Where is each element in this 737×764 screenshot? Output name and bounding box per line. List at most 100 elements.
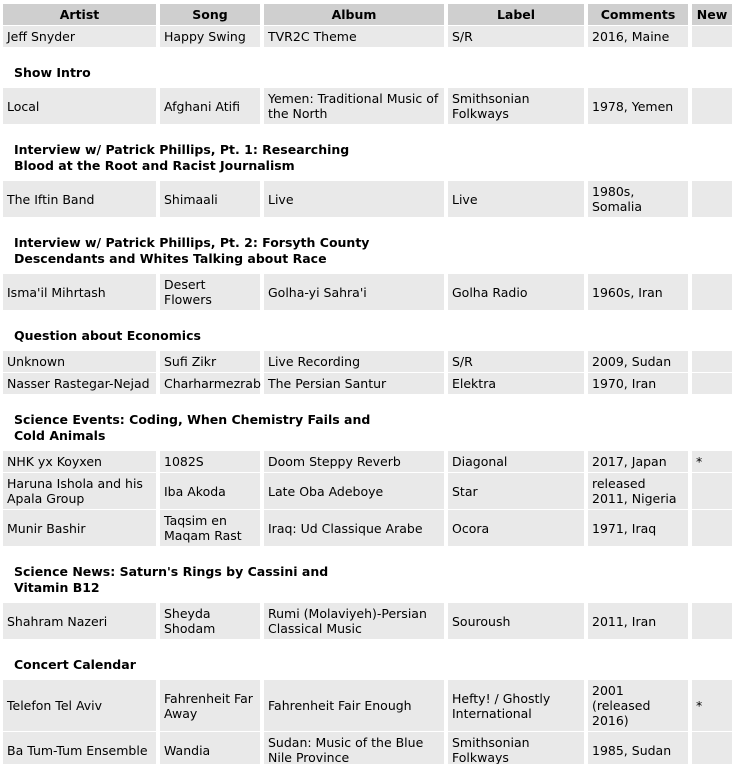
cell-new (692, 510, 732, 546)
cell-album: The Persian Santur (264, 373, 444, 394)
cell-text-song: Happy Swing (164, 29, 246, 44)
cell-artist: Unknown (3, 351, 156, 372)
cell-text-comments: 1970, Iran (592, 376, 657, 391)
cell-text-label: Golha Radio (452, 284, 528, 300)
cell-text-artist: Munir Bashir (7, 520, 86, 536)
cell-artist: Munir Bashir (3, 510, 156, 546)
cell-artist: Ba Tum-Tum Ensemble (3, 732, 156, 764)
header-cell-new: New (692, 4, 732, 25)
table-header-row: Artist Song Album Label Comments New (3, 4, 732, 25)
section-heading: Show Intro (3, 48, 731, 88)
cell-text-artist: Isma'il Mihrtash (7, 284, 106, 300)
cell-text-label: Star (452, 483, 478, 499)
cell-text-comments: 2011, Iran (592, 613, 657, 629)
table-row: Jeff Snyder Happy Swing TVR2C Theme S/R 2016… (3, 26, 732, 47)
cell-text-song: 1082S (164, 454, 204, 469)
cell-text-album: Fahrenheit Fair Enough (268, 698, 412, 713)
header-label-album: Album (331, 7, 377, 22)
cell-artist: Local (3, 88, 156, 124)
section-heading-line: Show Intro (14, 65, 91, 80)
cell-text-label: Elektra (452, 376, 497, 391)
cell-new (692, 274, 732, 310)
cell-text-album: Live Recording (268, 354, 361, 369)
cell-new (692, 732, 732, 764)
cell-text-artist: Jeff Snyder (7, 29, 75, 44)
cell-text-album: Golha-yi Sahra'i (268, 284, 367, 300)
cell-song: Fahrenheit Far Away (160, 680, 260, 731)
cell-song: Afghani Atifi (160, 88, 260, 124)
cell-new (692, 373, 732, 394)
cell-text-artist: Haruna Ishola and his Apala Group (7, 476, 143, 506)
cell-album: TVR2C Theme (264, 26, 444, 47)
cell-text-artist: Unknown (7, 354, 66, 369)
section-heading-line: Science News: Saturn's Rings by Cassini … (14, 564, 329, 579)
table-row: The Iftin Band Shimaali Live Live 1980s, Som… (3, 181, 732, 217)
cell-text-comments: 2017, Japan (592, 454, 667, 469)
section-heading-line: Concert Calendar (14, 657, 136, 672)
cell-comments: 1971, Iraq (588, 510, 688, 546)
cell-text-artist: Ba Tum-Tum Ensemble (7, 742, 148, 758)
cell-text-song: Charharmezrab (164, 376, 261, 391)
cell-text-label: Ocora (452, 520, 490, 536)
section-heading-line: Science Events: Coding, When Chemistry F… (14, 412, 371, 427)
table-row: Local Afghani Atifi Yemen: Traditional Mus… (3, 88, 732, 124)
cell-comments: 2001 (released 2016) (588, 680, 688, 731)
cell-album: Yemen: Traditional Music of the North (264, 88, 444, 124)
section-heading: Science News: Saturn's Rings by Cassini … (3, 547, 731, 603)
cell-new (692, 603, 732, 639)
cell-comments: 2016, Maine (588, 26, 688, 47)
cell-text-artist: Shahram Nazeri (7, 613, 108, 629)
header-label-artist: Artist (59, 7, 100, 22)
cell-song: Taqsim en Maqam Rast (160, 510, 260, 546)
cell-label: Smithsonian Folkways (448, 88, 584, 124)
cell-label: Smithsonian Folkways (448, 732, 584, 764)
cell-text-album: TVR2C Theme (268, 29, 357, 44)
cell-artist: Haruna Ishola and his Apala Group (3, 473, 156, 509)
header-label-new: New (696, 7, 728, 22)
cell-text-album: Iraq: Ud Classique Arabe (268, 520, 423, 536)
cell-comments: 1978, Yemen (588, 88, 688, 124)
header-label-song: Song (192, 7, 228, 22)
cell-song: Happy Swing (160, 26, 260, 47)
table-row: NHK yx Koyxen 1082S Doom Steppy Reverb Diag… (3, 451, 732, 472)
cell-text-artist: The Iftin Band (7, 191, 95, 207)
cell-label: Elektra (448, 373, 584, 394)
cell-label: S/R (448, 26, 584, 47)
header-label-comments: Comments (600, 7, 676, 22)
table-row: Unknown Sufi Zikr Live Recording S/R 2009, S… (3, 351, 732, 372)
cell-text-song: Sheyda Shodam (164, 606, 216, 636)
cell-text-artist: Telefon Tel Aviv (7, 698, 103, 713)
cell-text-song: Fahrenheit Far Away (164, 690, 253, 721)
section-heading: Science Events: Coding, When Chemistry F… (3, 395, 731, 451)
cell-album: Late Oba Adeboye (264, 473, 444, 509)
cell-text-album: Late Oba Adeboye (268, 483, 384, 499)
cell-text-song: Desert Flowers (164, 277, 212, 307)
cell-label: Diagonal (448, 451, 584, 472)
section-heading: Concert Calendar (3, 640, 731, 680)
cell-text-comments: 1978, Yemen (592, 98, 674, 114)
cell-text-comments: 1985, Sudan (592, 742, 672, 758)
cell-new: * (692, 680, 732, 731)
cell-text-artist: Nasser Rastegar-Nejad (7, 376, 150, 391)
cell-new (692, 26, 732, 47)
header-cell-song: Song (160, 4, 260, 25)
cell-text-label: S/R (452, 354, 473, 369)
header-cell-album: Album (264, 4, 444, 25)
cell-text-album: Yemen: Traditional Music of the North (268, 91, 439, 121)
cell-text-comments: 2001 (released 2016) (592, 683, 651, 728)
cell-artist: Isma'il Mihrtash (3, 274, 156, 310)
cell-text-song: Sufi Zikr (164, 354, 217, 369)
cell-label: Golha Radio (448, 274, 584, 310)
header-label-label: Label (496, 7, 536, 22)
cell-text-label: S/R (452, 29, 473, 44)
cell-album: Live (264, 181, 444, 217)
cell-text-comments: 1971, Iraq (592, 520, 657, 536)
section-heading-line: Cold Animals (14, 428, 106, 443)
cell-song: 1082S (160, 451, 260, 472)
cell-text-new: * (696, 454, 703, 469)
cell-artist: Shahram Nazeri (3, 603, 156, 639)
cell-comments: 1985, Sudan (588, 732, 688, 764)
cell-album: Iraq: Ud Classique Arabe (264, 510, 444, 546)
cell-text-artist: NHK yx Koyxen (7, 454, 102, 469)
cell-text-album: The Persian Santur (268, 376, 387, 391)
